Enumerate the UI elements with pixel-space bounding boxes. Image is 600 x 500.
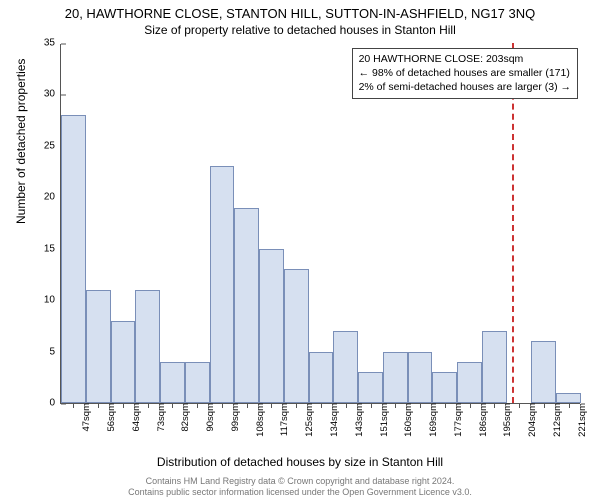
x-tick: 160sqm <box>397 403 414 437</box>
y-tick: 5 <box>49 346 61 357</box>
x-tick: 82sqm <box>174 403 191 432</box>
annotation-box: 20 HAWTHORNE CLOSE: 203sqm ← 98% of deta… <box>352 48 578 99</box>
x-tick: 47sqm <box>75 403 92 432</box>
bar <box>556 393 581 403</box>
y-tick: 30 <box>44 89 61 100</box>
x-tick: 169sqm <box>422 403 439 437</box>
x-tick: 151sqm <box>373 403 390 437</box>
y-tick: 20 <box>44 192 61 203</box>
x-tick-mark <box>470 403 471 408</box>
x-tick-mark <box>98 403 99 408</box>
x-tick: 134sqm <box>323 403 340 437</box>
bar <box>482 331 507 403</box>
y-axis-label: Number of detached properties <box>14 59 28 224</box>
bar <box>210 166 235 403</box>
y-tick: 35 <box>44 38 61 49</box>
x-tick-mark <box>222 403 223 408</box>
x-tick: 64sqm <box>125 403 142 432</box>
annotation-line-3: 2% of semi-detached houses are larger (3… <box>359 80 571 94</box>
bar <box>284 269 309 403</box>
x-tick-mark <box>420 403 421 408</box>
y-tick: 25 <box>44 140 61 151</box>
x-tick: 221sqm <box>571 403 588 437</box>
bar <box>160 362 185 403</box>
x-tick-mark <box>123 403 124 408</box>
y-tick: 15 <box>44 243 61 254</box>
footer: Contains HM Land Registry data © Crown c… <box>0 476 600 499</box>
title-sub: Size of property relative to detached ho… <box>0 21 600 37</box>
title-main: 20, HAWTHORNE CLOSE, STANTON HILL, SUTTO… <box>0 0 600 21</box>
x-tick: 73sqm <box>150 403 167 432</box>
bar <box>457 362 482 403</box>
x-tick: 108sqm <box>249 403 266 437</box>
x-tick: 90sqm <box>199 403 216 432</box>
x-tick-mark <box>519 403 520 408</box>
footer-line-1: Contains HM Land Registry data © Crown c… <box>0 476 600 487</box>
bar <box>86 290 111 403</box>
x-tick: 117sqm <box>273 403 290 436</box>
chart-area: 0510152025303547sqm56sqm64sqm73sqm82sqm9… <box>60 44 580 404</box>
bar <box>234 208 259 403</box>
x-tick: 99sqm <box>224 403 241 432</box>
bar <box>383 352 408 403</box>
bar <box>185 362 210 403</box>
footer-line-2: Contains public sector information licen… <box>0 487 600 498</box>
x-tick-mark <box>371 403 372 408</box>
bar <box>309 352 334 403</box>
bar <box>111 321 136 403</box>
x-tick: 125sqm <box>298 403 315 437</box>
y-tick: 0 <box>49 398 61 409</box>
bar <box>333 331 358 403</box>
bar <box>531 341 556 403</box>
x-tick-mark <box>346 403 347 408</box>
bar <box>61 115 86 403</box>
x-tick: 195sqm <box>496 403 513 437</box>
x-axis-label: Distribution of detached houses by size … <box>0 455 600 469</box>
x-tick-mark <box>544 403 545 408</box>
bar <box>358 372 383 403</box>
x-tick: 212sqm <box>546 403 563 437</box>
x-tick: 143sqm <box>348 403 365 437</box>
x-tick-mark <box>321 403 322 408</box>
bar <box>432 372 457 403</box>
x-tick: 204sqm <box>521 403 538 437</box>
x-tick: 177sqm <box>447 403 464 437</box>
bar <box>408 352 433 403</box>
y-tick: 10 <box>44 295 61 306</box>
x-tick-mark <box>148 403 149 408</box>
x-tick-mark <box>247 403 248 408</box>
x-tick: 186sqm <box>472 403 489 437</box>
bar <box>259 249 284 403</box>
annotation-line-1: 20 HAWTHORNE CLOSE: 203sqm <box>359 52 571 66</box>
annotation-line-2: ← 98% of detached houses are smaller (17… <box>359 66 571 80</box>
bar <box>135 290 160 403</box>
x-tick-mark <box>569 403 570 408</box>
x-tick-mark <box>445 403 446 408</box>
x-tick: 56sqm <box>100 403 117 432</box>
